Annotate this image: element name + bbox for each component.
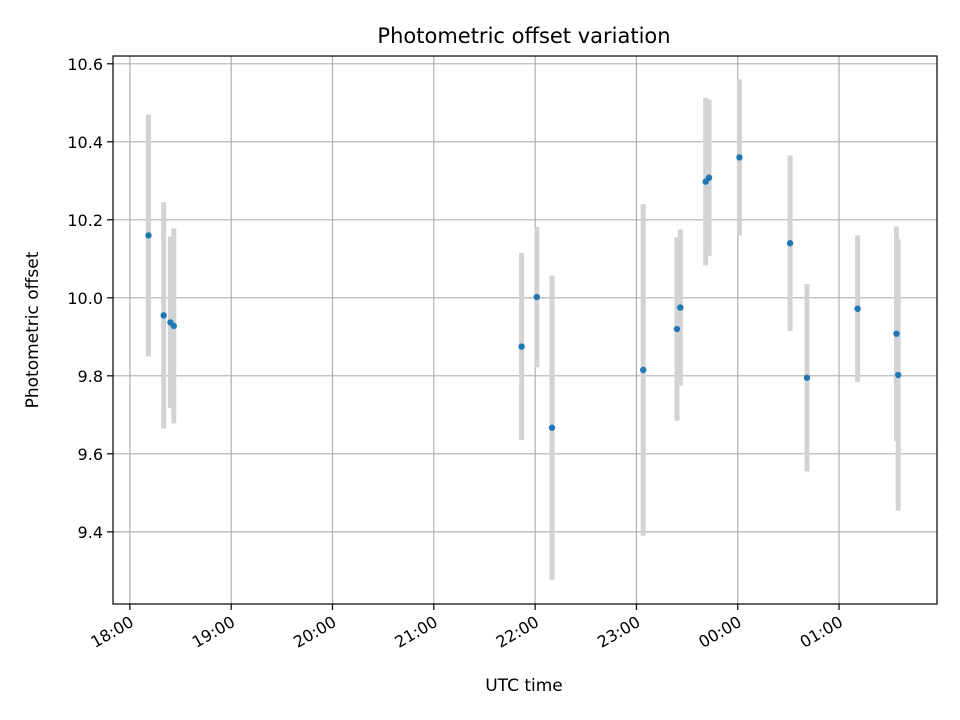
error-bars bbox=[145, 79, 901, 580]
data-point bbox=[518, 343, 525, 350]
y-tick-label: 10.0 bbox=[67, 289, 103, 308]
data-point bbox=[170, 322, 177, 330]
data-point bbox=[705, 174, 713, 181]
data-point bbox=[639, 366, 647, 374]
y-tick-label: 10.2 bbox=[67, 211, 103, 230]
data-point bbox=[786, 240, 794, 247]
data-point bbox=[803, 374, 811, 381]
x-tick-label: 20:00 bbox=[290, 612, 339, 652]
x-tick-label: 21:00 bbox=[391, 612, 440, 652]
data-points bbox=[145, 154, 902, 431]
data-point bbox=[160, 312, 167, 319]
x-axis-ticks: 18:00 19:00 20:00 21:00 22:00 23:00 00:00 01:00 bbox=[87, 604, 846, 652]
data-point bbox=[893, 330, 900, 337]
y-axis-ticks: 9.4 9.6 9.8 10.0 10.2 10.4 10.6 bbox=[67, 55, 113, 542]
data-point bbox=[673, 325, 681, 333]
x-tick-label: 19:00 bbox=[189, 612, 238, 652]
data-point bbox=[854, 305, 861, 312]
plot-frame bbox=[112, 55, 938, 605]
data-point bbox=[145, 232, 152, 239]
x-tick-label: 01:00 bbox=[797, 612, 846, 652]
y-tick-label: 9.6 bbox=[78, 445, 103, 464]
data-point bbox=[548, 424, 556, 431]
y-axis-label: Photometric offset bbox=[23, 251, 43, 408]
data-point bbox=[736, 154, 743, 161]
y-tick-label: 9.4 bbox=[78, 523, 103, 542]
grid bbox=[113, 56, 937, 604]
x-tick-label: 22:00 bbox=[493, 612, 542, 652]
x-tick-label: 00:00 bbox=[695, 612, 744, 652]
y-tick-label: 9.8 bbox=[78, 367, 103, 386]
data-point bbox=[533, 293, 541, 301]
x-tick-label: 18:00 bbox=[87, 612, 136, 652]
x-tick-label: 23:00 bbox=[594, 612, 643, 652]
data-point bbox=[894, 371, 902, 379]
y-tick-label: 10.4 bbox=[67, 133, 103, 152]
chart-title: Photometric offset variation bbox=[377, 24, 670, 48]
data-point bbox=[677, 304, 684, 311]
x-axis-label: UTC time bbox=[485, 676, 563, 696]
y-tick-label: 10.6 bbox=[67, 55, 103, 74]
